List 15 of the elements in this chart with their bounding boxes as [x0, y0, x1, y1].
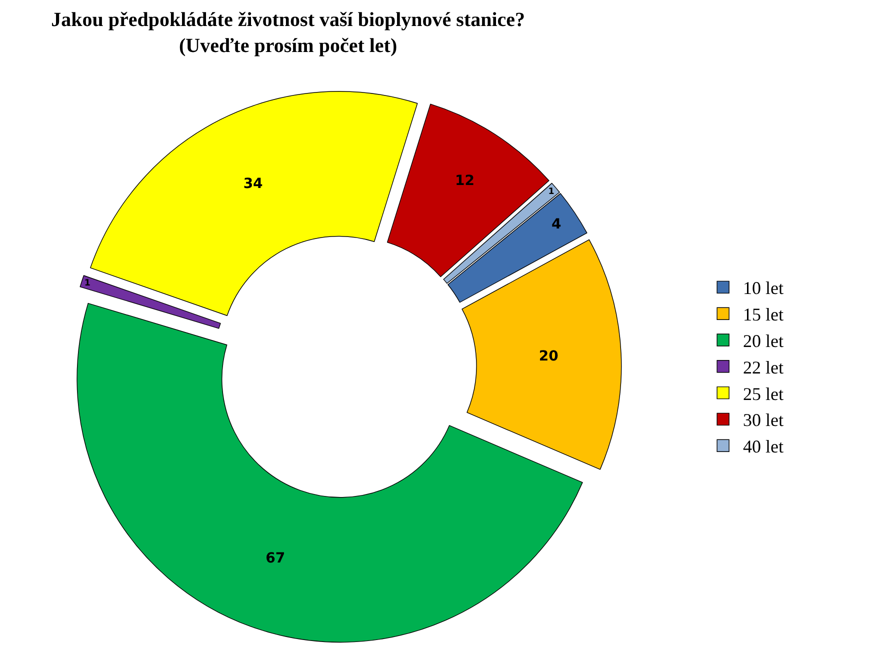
- legend-label: 25 let: [743, 384, 784, 404]
- data-label: 4: [551, 216, 562, 233]
- data-label: 1: [84, 278, 90, 288]
- legend-label: 22 let: [743, 357, 784, 378]
- data-label: 1: [548, 186, 554, 197]
- legend-label: 40 let: [743, 436, 784, 457]
- legend-label: 30 let: [743, 410, 784, 430]
- data-label: 20: [538, 348, 559, 365]
- legend-label: 20 let: [743, 331, 784, 352]
- legend-label: 15 let: [743, 304, 784, 325]
- data-label: 34: [243, 176, 264, 192]
- legend-label: 10 let: [743, 278, 784, 298]
- data-label: 67: [266, 550, 286, 566]
- data-label: 12: [454, 173, 474, 189]
- chart-title: Jakou předpokládáte životnost vaší bioplynové stanice? (Uveďte prosím počet let): [51, 9, 526, 58]
